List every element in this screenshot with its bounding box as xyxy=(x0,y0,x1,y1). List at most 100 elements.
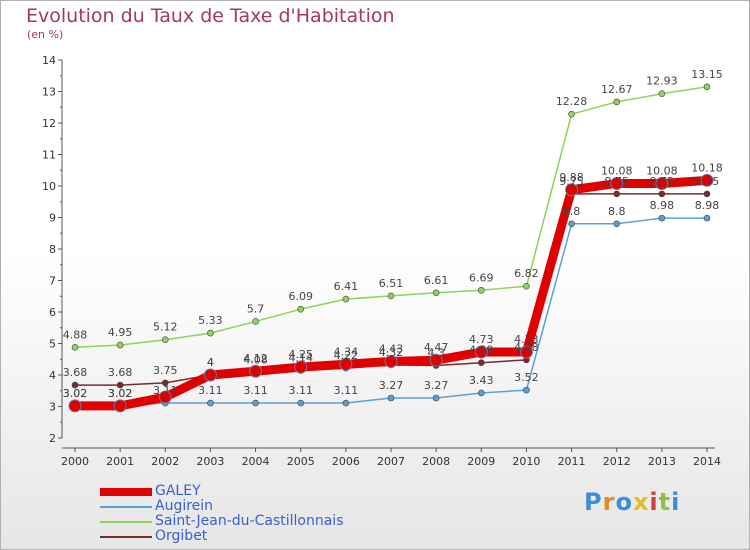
x-tick-label: 2009 xyxy=(467,455,495,468)
data-label: 13.15 xyxy=(691,68,723,81)
data-point xyxy=(294,360,308,374)
data-point xyxy=(384,354,398,368)
data-point xyxy=(613,220,621,228)
data-point xyxy=(477,359,485,367)
data-point xyxy=(523,282,530,290)
legend-swatch-saint-jean xyxy=(100,521,152,523)
data-point xyxy=(429,353,443,367)
x-tick-label: 2005 xyxy=(287,455,315,468)
x-tick-label: 2008 xyxy=(422,455,450,468)
data-point xyxy=(700,173,714,187)
x-tick-label: 2007 xyxy=(377,455,405,468)
data-label: 9.75 xyxy=(559,175,584,188)
data-label: 4.08 xyxy=(243,353,268,366)
data-label: 12.67 xyxy=(601,83,633,96)
data-label: 4.25 xyxy=(288,348,313,361)
data-point xyxy=(387,292,395,300)
data-label: 4.12 xyxy=(243,352,268,365)
x-tick-label: 2014 xyxy=(693,455,721,468)
data-point xyxy=(613,98,621,106)
legend-swatch-orgibet xyxy=(100,536,152,538)
data-label: 10.18 xyxy=(691,161,723,174)
data-point xyxy=(568,110,575,118)
data-point xyxy=(342,295,350,303)
data-point xyxy=(613,190,621,198)
data-label: 5.12 xyxy=(153,321,178,334)
data-label: 4 xyxy=(207,356,214,369)
data-point xyxy=(568,220,575,228)
data-label: 4.88 xyxy=(63,328,88,341)
y-tick-label: 6 xyxy=(49,306,56,319)
logo-letter: r xyxy=(602,488,616,516)
logo-letter: P xyxy=(584,488,603,516)
logo-letter: i xyxy=(671,488,681,516)
y-tick-label: 4 xyxy=(49,369,56,382)
data-label: 3.52 xyxy=(514,371,539,384)
y-tick-label: 7 xyxy=(49,275,56,288)
data-label: 12.28 xyxy=(556,95,588,108)
y-tick-label: 5 xyxy=(49,338,56,351)
x-tick-label: 2000 xyxy=(61,455,89,468)
data-label: 4.48 xyxy=(514,341,539,354)
legend-label-galey: GALEY xyxy=(155,483,201,499)
data-point xyxy=(207,399,214,407)
legend-label-orgibet: Orgibet xyxy=(155,528,208,544)
x-tick-label: 2012 xyxy=(603,455,631,468)
x-tick-label: 2011 xyxy=(558,455,586,468)
legend-swatch-augirein xyxy=(100,506,152,508)
legend-label-augirein: Augirein xyxy=(155,498,214,514)
data-label: 3.68 xyxy=(63,366,88,379)
data-point xyxy=(477,286,485,294)
data-point xyxy=(610,176,624,190)
data-label: 9.88 xyxy=(559,171,584,184)
data-label: 4.47 xyxy=(424,341,449,354)
logo-letter: x xyxy=(632,488,650,516)
y-tick-label: 8 xyxy=(49,243,56,256)
data-label: 6.41 xyxy=(334,280,359,293)
data-point xyxy=(68,399,82,413)
data-point xyxy=(339,357,353,371)
data-label: 6.51 xyxy=(379,277,404,290)
data-point xyxy=(565,183,579,197)
data-point xyxy=(703,190,711,198)
y-tick-label: 9 xyxy=(49,212,56,225)
x-tick-label: 2006 xyxy=(332,455,360,468)
data-point xyxy=(297,305,305,313)
data-point xyxy=(658,90,666,98)
x-tick-label: 2002 xyxy=(151,455,179,468)
data-point xyxy=(477,389,485,397)
series-line-1 xyxy=(75,217,707,407)
data-label: 3.43 xyxy=(469,374,494,387)
data-point xyxy=(703,83,711,91)
data-label: 9.75 xyxy=(650,175,675,188)
x-tick-label: 2004 xyxy=(242,455,270,468)
data-label: 4.73 xyxy=(514,333,539,346)
legend-swatch-galey xyxy=(100,488,152,496)
data-label: 3.68 xyxy=(108,366,133,379)
logo-letter: t xyxy=(658,488,672,516)
data-label: 3.11 xyxy=(243,384,268,397)
data-point xyxy=(249,364,263,378)
data-label: 8.8 xyxy=(563,205,581,218)
data-label: 3.02 xyxy=(108,387,133,400)
x-tick-label: 2001 xyxy=(106,455,134,468)
data-label: 10.08 xyxy=(646,164,678,177)
data-label: 10.08 xyxy=(601,164,633,177)
data-label: 3.11 xyxy=(198,384,223,397)
data-label: 4.43 xyxy=(379,342,404,355)
legend-label-saint-jean: Saint-Jean-du-Castillonnais xyxy=(155,513,344,529)
data-label: 9.75 xyxy=(604,175,629,188)
data-point xyxy=(113,399,127,413)
data-label: 8.98 xyxy=(650,199,675,212)
data-label: 4.22 xyxy=(334,349,359,362)
data-label: 6.69 xyxy=(469,271,494,284)
data-label: 3.11 xyxy=(153,384,178,397)
y-tick-label: 10 xyxy=(42,180,56,193)
y-tick-label: 13 xyxy=(42,86,56,99)
data-label: 4.14 xyxy=(288,352,313,365)
data-label: 4.32 xyxy=(379,346,404,359)
data-point xyxy=(116,341,124,349)
chart-subtitle: (en %) xyxy=(27,28,64,41)
data-label: 6.82 xyxy=(514,267,539,280)
